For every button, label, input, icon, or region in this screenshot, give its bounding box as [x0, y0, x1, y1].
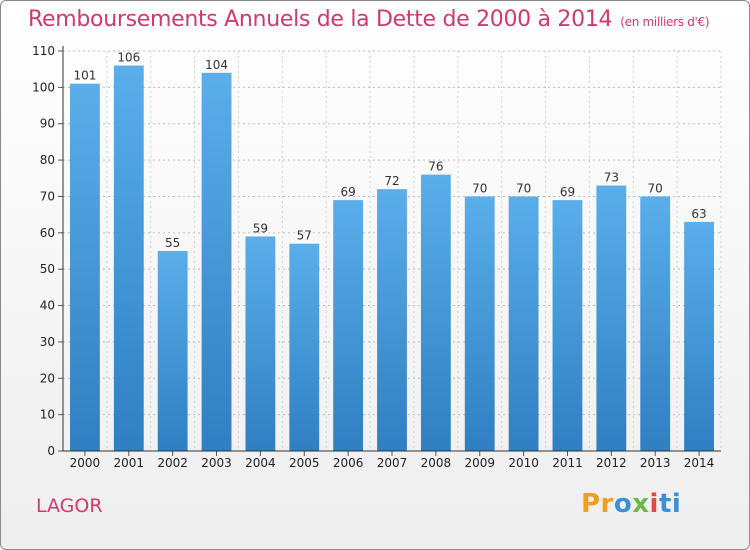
x-tick-label-2012: 2012: [596, 456, 627, 470]
data-label-2012: 73: [604, 171, 619, 185]
title-unit: (en milliers d'€): [620, 15, 710, 29]
bar-2011: [552, 200, 583, 451]
bar-2004: [245, 236, 276, 451]
y-tick-label: 90: [40, 117, 55, 131]
data-label-2007: 72: [384, 174, 399, 188]
y-tick-label: 40: [40, 299, 55, 313]
x-tick-label-2008: 2008: [421, 456, 452, 470]
chart-title: Remboursements Annuels de la Dette de 20…: [28, 7, 710, 32]
bar-2002: [157, 251, 188, 451]
commune-name: LAGOR: [36, 495, 103, 517]
bar-2008: [420, 174, 451, 452]
data-label-2001: 106: [117, 51, 140, 65]
y-tick-label: 100: [32, 80, 55, 94]
data-label-2011: 69: [560, 185, 575, 199]
x-tick-label-2014: 2014: [684, 456, 715, 470]
x-tick-label-2004: 2004: [245, 456, 276, 470]
bar-2013: [640, 196, 671, 451]
data-label-2005: 57: [297, 229, 312, 243]
y-tick-label: 110: [32, 44, 55, 58]
y-tick-label: 20: [40, 371, 55, 385]
data-label-2013: 70: [648, 181, 663, 195]
data-label-2004: 59: [253, 221, 268, 235]
x-tick-label-2003: 2003: [201, 456, 232, 470]
bar-layer: 101 106 55 104 59 57 69 72 76 70 70 69 73 70 63: [70, 51, 714, 452]
y-tick-label: 10: [40, 408, 55, 422]
y-tick-label: 30: [40, 335, 55, 349]
data-label-2002: 55: [165, 236, 180, 250]
bar-2007: [377, 189, 407, 451]
data-label-2003: 104: [205, 58, 228, 72]
bar-2001: [113, 65, 144, 451]
bar-2005: [289, 243, 320, 451]
x-tick-label-2001: 2001: [114, 456, 145, 470]
data-label-2006: 69: [340, 185, 355, 199]
data-label-2008: 76: [428, 160, 443, 174]
bar-2006: [333, 200, 364, 451]
y-tick-label: 80: [40, 153, 55, 167]
x-tick-label-2006: 2006: [333, 456, 364, 470]
y-tick-label: 60: [40, 226, 55, 240]
data-label-2010: 70: [516, 181, 531, 195]
x-tick-label-2010: 2010: [508, 456, 539, 470]
x-tick-label-2009: 2009: [464, 456, 495, 470]
bar-2003: [201, 72, 232, 452]
data-label-2000: 101: [73, 69, 96, 83]
y-tick-label: 0: [47, 444, 55, 458]
x-tick-label-2011: 2011: [552, 456, 583, 470]
bar-2014: [684, 221, 714, 451]
x-tick-label-2000: 2000: [70, 456, 101, 470]
bar-2010: [508, 196, 539, 451]
title-text: Remboursements Annuels de la Dette de 20…: [28, 7, 613, 32]
bar-2012: [596, 185, 627, 451]
x-tick-label-2005: 2005: [289, 456, 320, 470]
axis-layer: 0 10 20 30 40 50 60 70 80 90 100 110 2000 2001 2002 200…: [32, 44, 721, 470]
y-tick-label: 50: [40, 262, 55, 276]
proxiti-logo: Proxiti: [581, 489, 682, 519]
bar-2000: [70, 83, 100, 452]
bar-2009: [464, 196, 495, 451]
y-tick-label: 70: [40, 189, 55, 203]
data-label-2009: 70: [472, 181, 487, 195]
data-label-2014: 63: [691, 207, 706, 221]
x-tick-label-2013: 2013: [640, 456, 671, 470]
x-tick-label-2007: 2007: [377, 456, 408, 470]
x-tick-label-2002: 2002: [157, 456, 188, 470]
